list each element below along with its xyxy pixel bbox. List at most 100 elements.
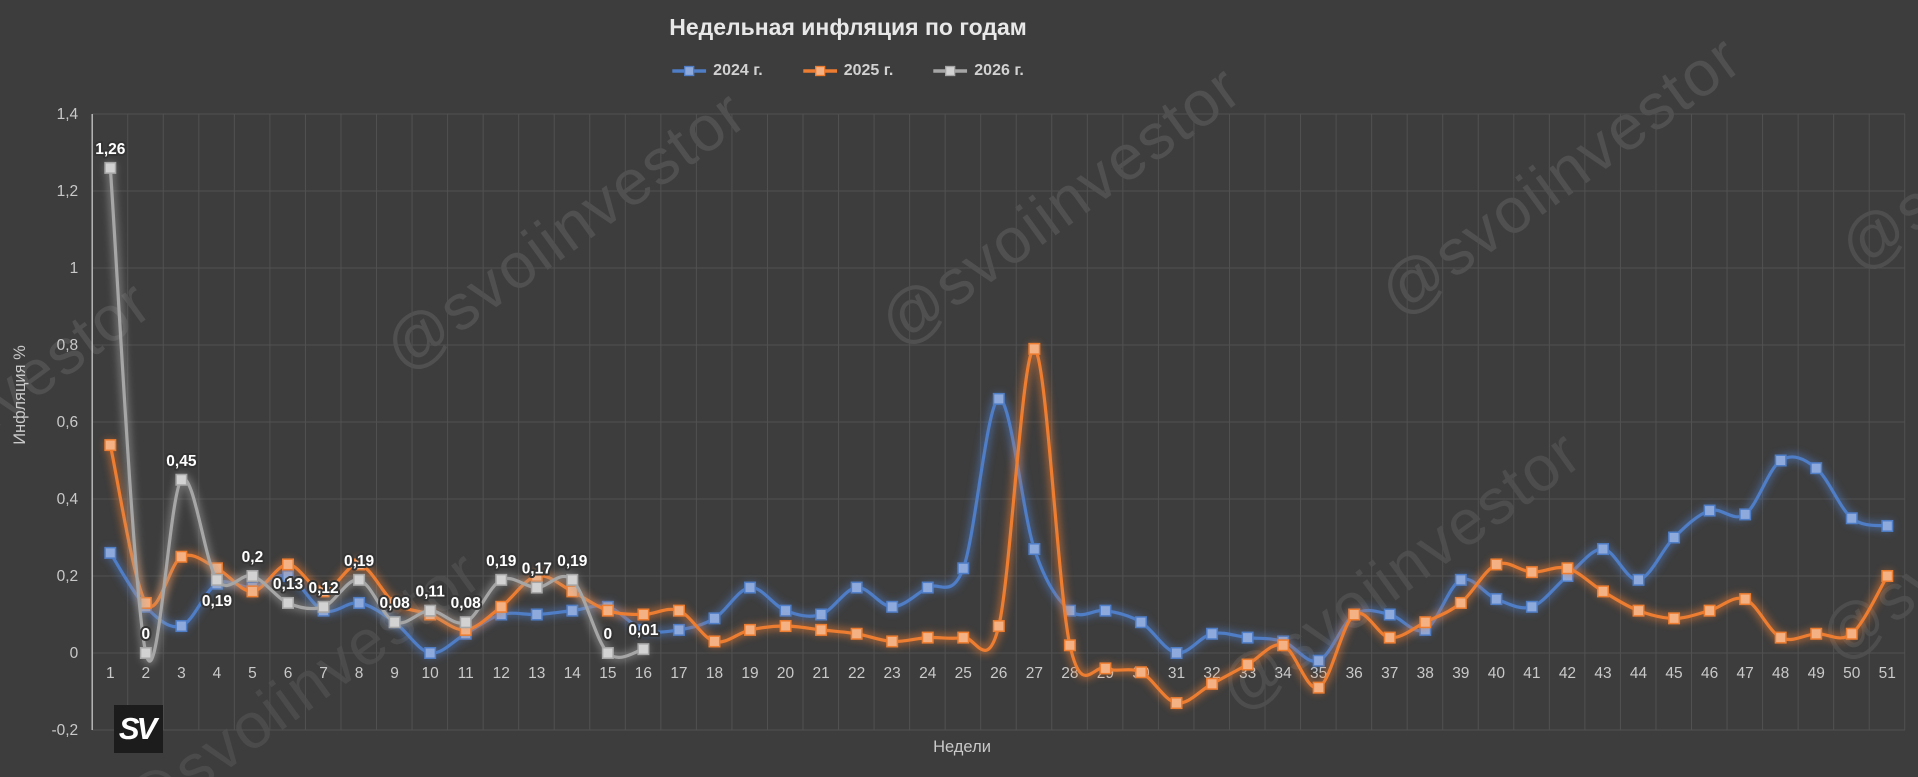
x-tick-labels: 1 2 3 4 5 6 7 8 9 10 11 12 13 14 15 16 17 18 19 20 21 22 23 24 2… — [106, 665, 1896, 682]
x-tick: 44 — [1630, 665, 1648, 682]
marker-2026-w12 — [495, 573, 508, 586]
marker-2025-w42 — [1561, 562, 1574, 575]
marker-2025-w37 — [1383, 631, 1396, 644]
legend-label: 2025 г. — [843, 62, 894, 79]
marker-2024-w23 — [886, 600, 899, 613]
y-tick: 1,2 — [57, 183, 79, 200]
marker-2025-w30 — [1134, 666, 1147, 679]
marker-2025-w21 — [815, 623, 828, 636]
x-tick: 48 — [1772, 665, 1789, 682]
marker-2025-w46 — [1703, 604, 1716, 617]
x-tick: 27 — [1026, 665, 1043, 682]
y-tick: 0,6 — [57, 414, 79, 431]
gridlines — [91, 113, 1906, 731]
marker-2025-w32 — [1206, 677, 1219, 690]
chart-title: Недельная инфляция по годам — [669, 14, 1027, 40]
data-label-2026-w12: 0,19 — [486, 553, 517, 570]
x-tick: 5 — [248, 665, 257, 682]
marker-2024-w46 — [1703, 504, 1716, 517]
marker-2024-w39 — [1454, 573, 1467, 586]
x-tick: 3 — [177, 665, 186, 682]
marker-2025-w36 — [1348, 608, 1361, 621]
data-label-2026-w1: 1,26 — [95, 141, 126, 158]
x-tick: 17 — [670, 665, 687, 682]
legend-item-2024: 2024 г. — [672, 62, 763, 80]
series-2025 — [104, 342, 1894, 710]
marker-2025-w39 — [1454, 596, 1467, 609]
x-tick: 21 — [812, 665, 829, 682]
data-label-2026-w6: 0,13 — [273, 576, 304, 593]
marker-2024-w29 — [1099, 604, 1112, 617]
marker-2025-w29 — [1099, 662, 1112, 675]
x-tick: 19 — [741, 665, 758, 682]
legend-marker — [802, 65, 837, 77]
marker-2025-w3 — [175, 550, 188, 563]
marker-2025-w17 — [672, 604, 685, 617]
y-tick: 1,4 — [57, 106, 79, 123]
x-tick: 4 — [213, 665, 222, 682]
marker-2025-w47 — [1739, 593, 1752, 606]
marker-2024-w13 — [530, 608, 543, 621]
marker-2024-w44 — [1632, 573, 1645, 586]
marker-2024-w43 — [1596, 543, 1609, 556]
x-tick: 7 — [319, 665, 328, 682]
marker-2024-w8 — [353, 596, 366, 609]
marker-2025-w44 — [1632, 604, 1645, 617]
marker-2024-w24 — [921, 581, 934, 594]
marker-2025-w23 — [886, 635, 899, 648]
legend-marker — [672, 65, 707, 77]
data-label-2026-w9: 0,08 — [380, 595, 411, 612]
legend-label: 2026 г. — [974, 62, 1024, 79]
marker-2026-w9 — [388, 616, 401, 629]
x-tick: 45 — [1665, 665, 1682, 682]
x-tick: 40 — [1488, 665, 1506, 682]
x-tick: 12 — [493, 665, 510, 682]
x-tick: 13 — [528, 665, 545, 682]
y-tick: 0,4 — [57, 491, 79, 508]
x-tick: 31 — [1168, 665, 1185, 682]
legend-item-2025: 2025 г. — [802, 62, 894, 80]
x-tick: 1 — [106, 665, 115, 682]
marker-2024-w14 — [566, 604, 579, 617]
marker-2024-w26 — [992, 392, 1005, 405]
sv-logo-text: SV — [118, 711, 157, 746]
marker-2026-w10 — [424, 604, 437, 617]
data-labels-2026: 1,26 0 0,45 0,19 0,2 0,13 0,12 0,19 0,08 0,11 0,08… — [93, 139, 661, 645]
marker-2026-w1 — [104, 161, 117, 174]
marker-2025-w33 — [1241, 658, 1254, 671]
marker-2026-w14 — [566, 573, 579, 586]
marker-2025-w51 — [1881, 570, 1894, 582]
data-label-2026-w13: 0,17 — [522, 561, 552, 578]
marker-2025-w41 — [1525, 566, 1538, 579]
marker-2024-w35 — [1312, 654, 1325, 667]
marker-2026-w11 — [459, 616, 472, 629]
marker-2026-w7 — [317, 600, 330, 613]
marker-2025-w20 — [779, 620, 792, 633]
marker-2024-w22 — [850, 581, 863, 594]
x-tick: 15 — [599, 665, 616, 682]
marker-2025-w15 — [601, 604, 614, 617]
data-label-2026-w10: 0,11 — [416, 584, 446, 601]
data-label-2026-w8: 0,19 — [344, 553, 375, 570]
marker-2025-w43 — [1596, 585, 1609, 598]
marker-2024-w10 — [424, 647, 437, 659]
marker-2024-w3 — [175, 620, 188, 633]
marker-2025-w28 — [1063, 639, 1076, 652]
x-tick: 2 — [142, 665, 151, 682]
marker-2026-w4 — [210, 573, 223, 586]
marker-2025-w49 — [1810, 627, 1823, 640]
sv-logo: SV — [114, 705, 163, 753]
x-tick: 11 — [458, 665, 474, 682]
marker-2024-w19 — [744, 581, 757, 594]
x-tick: 50 — [1843, 665, 1861, 682]
marker-2024-w50 — [1845, 512, 1858, 525]
marker-2025-w25 — [957, 631, 970, 644]
marker-2025-w12 — [495, 600, 508, 613]
marker-2024-w1 — [104, 546, 117, 559]
marker-2024-w45 — [1668, 531, 1681, 544]
marker-2026-w6 — [282, 596, 294, 609]
marker-2025-w8 — [353, 558, 366, 571]
marker-2024-w16 — [637, 623, 650, 636]
x-tick: 24 — [919, 665, 937, 682]
